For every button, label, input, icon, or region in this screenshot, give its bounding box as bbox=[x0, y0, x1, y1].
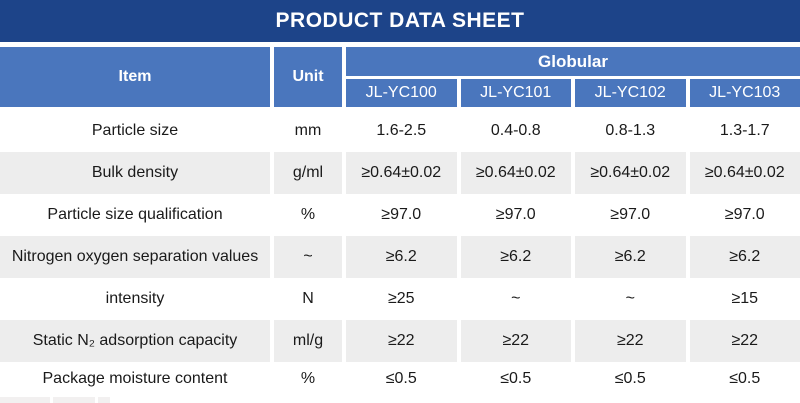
value-cell: ≤0.5 bbox=[689, 362, 800, 395]
item-cell: Bulk density bbox=[0, 152, 270, 194]
value-cell: ≥22 bbox=[460, 320, 571, 362]
value-cell: 1.6-2.5 bbox=[346, 110, 457, 152]
value-cell: ≤0.5 bbox=[575, 362, 686, 395]
unit-cell: N bbox=[274, 278, 342, 320]
value-cell: ≥6.2 bbox=[575, 236, 686, 278]
unit-cell: % bbox=[274, 362, 342, 395]
unit-cell: ~ bbox=[274, 236, 342, 278]
value-cell: ≥97.0 bbox=[460, 194, 571, 236]
value-cell: ≥25 bbox=[346, 278, 457, 320]
value-cell: ≥97.0 bbox=[689, 194, 800, 236]
table-row-intensity: intensity N ≥25 ~ ~ ≥15 bbox=[0, 278, 800, 320]
table-row-particle-size-qualification: Particle size qualification % ≥97.0 ≥97.… bbox=[0, 194, 800, 236]
title-banner: PRODUCT DATA SHEET bbox=[0, 0, 800, 42]
cutoff-block bbox=[0, 397, 50, 403]
table-row-static-n2-adsorption: Static N₂ adsorption capacity ml/g ≥22 ≥… bbox=[0, 320, 800, 362]
item-cell: Particle size bbox=[0, 110, 270, 152]
item-cell: intensity bbox=[0, 278, 270, 320]
item-cell: Particle size qualification bbox=[0, 194, 270, 236]
value-cell: 0.8-1.3 bbox=[575, 110, 686, 152]
table-row-bulk-density: Bulk density g/ml ≥0.64±0.02 ≥0.64±0.02 … bbox=[0, 152, 800, 194]
table-row-package-moisture: Package moisture content % ≤0.5 ≤0.5 ≤0.… bbox=[0, 362, 800, 395]
value-cell: ≥6.2 bbox=[346, 236, 457, 278]
value-cell: ≤0.5 bbox=[460, 362, 571, 395]
value-cell: ≥22 bbox=[346, 320, 457, 362]
value-cell: ~ bbox=[460, 278, 571, 320]
value-cell: ≤0.5 bbox=[346, 362, 457, 395]
value-cell: 0.4-0.8 bbox=[460, 110, 571, 152]
value-cell: ~ bbox=[575, 278, 686, 320]
table-header: Item Unit Globular JL-YC100 JL-YC101 JL-… bbox=[0, 47, 800, 107]
value-cell: ≥97.0 bbox=[346, 194, 457, 236]
unit-cell: % bbox=[274, 194, 342, 236]
value-cell: ≥6.2 bbox=[460, 236, 571, 278]
value-cell: 1.3-1.7 bbox=[689, 110, 800, 152]
value-cell: ≥15 bbox=[689, 278, 800, 320]
cutoff-block bbox=[98, 397, 110, 403]
header-cell-unit: Unit bbox=[274, 47, 342, 107]
header-cell-model-jl-yc101: JL-YC101 bbox=[460, 79, 571, 107]
header-cell-model-jl-yc100: JL-YC100 bbox=[346, 79, 457, 107]
cutoff-block bbox=[53, 397, 95, 403]
header-cell-item: Item bbox=[0, 47, 270, 107]
value-cell: ≥0.64±0.02 bbox=[460, 152, 571, 194]
cutoff-next-row-sliver bbox=[0, 395, 800, 403]
table-row-particle-size: Particle size mm 1.6-2.5 0.4-0.8 0.8-1.3… bbox=[0, 110, 800, 152]
item-cell: Nitrogen oxygen separation values bbox=[0, 236, 270, 278]
header-cell-globular: Globular bbox=[346, 47, 800, 76]
value-cell: ≥22 bbox=[689, 320, 800, 362]
value-cell: ≥0.64±0.02 bbox=[346, 152, 457, 194]
unit-cell: mm bbox=[274, 110, 342, 152]
value-cell: ≥0.64±0.02 bbox=[575, 152, 686, 194]
unit-cell: ml/g bbox=[274, 320, 342, 362]
page-title: PRODUCT DATA SHEET bbox=[275, 9, 525, 32]
table-row-nitrogen-oxygen-separation: Nitrogen oxygen separation values ~ ≥6.2… bbox=[0, 236, 800, 278]
header-cell-model-jl-yc102: JL-YC102 bbox=[575, 79, 686, 107]
header-cell-model-jl-yc103: JL-YC103 bbox=[689, 79, 800, 107]
table-body: Particle size mm 1.6-2.5 0.4-0.8 0.8-1.3… bbox=[0, 110, 800, 395]
item-cell: Static N₂ adsorption capacity bbox=[0, 320, 270, 362]
unit-cell: g/ml bbox=[274, 152, 342, 194]
value-cell: ≥6.2 bbox=[689, 236, 800, 278]
value-cell: ≥0.64±0.02 bbox=[689, 152, 800, 194]
value-cell: ≥22 bbox=[575, 320, 686, 362]
item-cell: Package moisture content bbox=[0, 362, 270, 395]
value-cell: ≥97.0 bbox=[575, 194, 686, 236]
